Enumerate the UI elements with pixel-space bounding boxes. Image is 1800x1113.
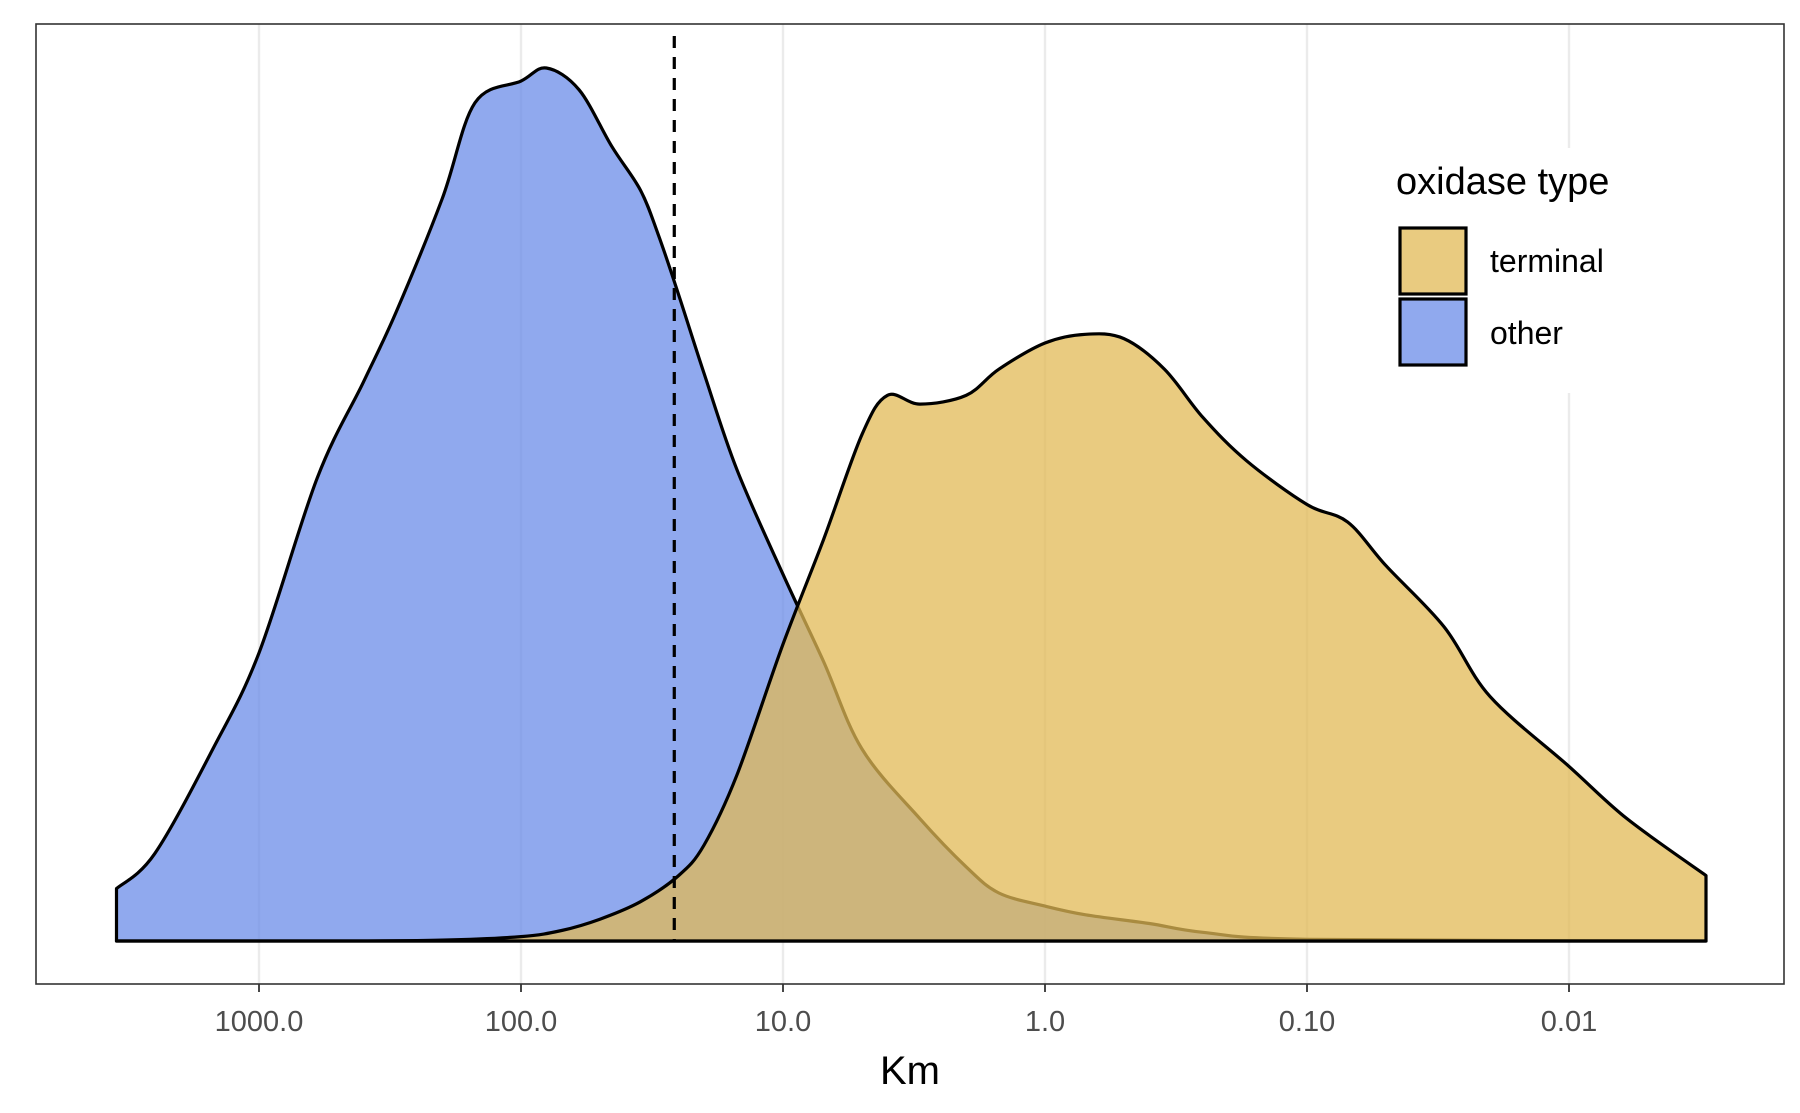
density-area-terminal: [116, 333, 1706, 942]
x-tick-label-10.0: 10.0: [755, 1006, 811, 1038]
legend-label-other: other: [1490, 315, 1563, 351]
x-tick-label-0.01: 0.01: [1541, 1006, 1597, 1038]
x-tick-label-100.0: 100.0: [485, 1006, 558, 1038]
density-outline-terminal: [114, 332, 1708, 943]
legend-key-other: [1398, 297, 1468, 367]
density-areas: [114, 66, 1708, 943]
legend-key-terminal: [1398, 226, 1468, 296]
legend: oxidase type terminal other: [1386, 148, 1686, 393]
plot-border: [35, 23, 1785, 985]
x-tick-label-1.0: 1.0: [1025, 1006, 1065, 1038]
x-axis: 1000.0 100.0 10.0 1.0 0.10 0.01: [215, 984, 1597, 1038]
legend-label-terminal: terminal: [1490, 243, 1604, 279]
legend-title: oxidase type: [1396, 161, 1609, 203]
x-axis-title: Km: [880, 1049, 940, 1093]
x-tick-label-1000.0: 1000.0: [215, 1006, 304, 1038]
x-tick-label-0.10: 0.10: [1279, 1006, 1335, 1038]
density-area-other: [116, 67, 1706, 941]
